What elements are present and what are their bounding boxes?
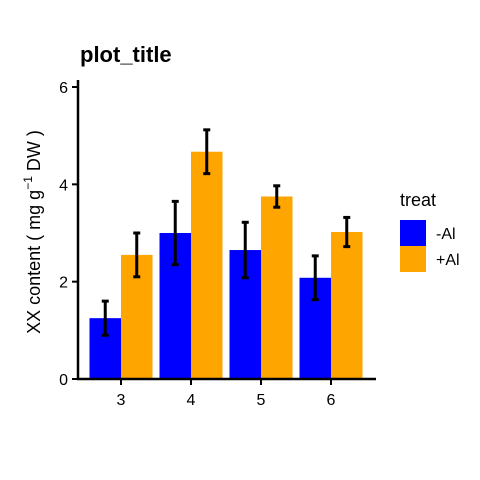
y-tick-label-4: 4: [59, 177, 68, 194]
legend-label-+Al: +Al: [436, 252, 460, 269]
legend-label--Al: -Al: [436, 226, 456, 243]
error-bar--Al-6: [311, 254, 319, 302]
error-bar-+Al-5: [273, 184, 281, 209]
y-axis-title: XX content ( mg g−1 DW ): [21, 130, 44, 334]
bar-+Al-4: [191, 151, 223, 379]
axes-layer: 0 2 4 6 3 4 5 6: [59, 80, 376, 409]
bar-+Al-5: [261, 196, 293, 379]
error-bar--Al-5: [241, 220, 249, 280]
y-tick-label-0: 0: [59, 372, 68, 389]
chart-title: plot_title: [80, 42, 172, 67]
y-axis-title-suffix: DW ): [24, 130, 44, 176]
legend: treat-Al +Al: [400, 190, 460, 272]
bar-+Al-6: [331, 232, 363, 379]
legend-title: treat: [400, 190, 436, 210]
legend-key-+Al: [400, 246, 426, 272]
y-tick-label-6: 6: [59, 80, 68, 97]
error-bar-+Al-6: [343, 215, 351, 249]
legend-key--Al: [400, 220, 426, 246]
error-bar--Al-3: [101, 299, 109, 337]
error-bar--Al-4: [171, 199, 179, 267]
x-tick-label-3: 3: [117, 392, 126, 409]
svg-text:XX content ( mg g−1 DW ): XX content ( mg g−1 DW ): [21, 130, 44, 334]
x-tick-label-5: 5: [257, 392, 266, 409]
y-axis-title-prefix: XX content ( mg g: [24, 190, 44, 334]
x-tick-label-4: 4: [187, 392, 196, 409]
bars-layer: [89, 151, 363, 379]
x-tick-label-6: 6: [327, 392, 336, 409]
y-tick-label-2: 2: [59, 275, 68, 292]
error-bar-+Al-3: [133, 231, 141, 279]
error-bars-layer: [101, 128, 351, 337]
y-axis-title-superscript: −1: [21, 176, 35, 190]
error-bar-+Al-4: [203, 128, 211, 176]
